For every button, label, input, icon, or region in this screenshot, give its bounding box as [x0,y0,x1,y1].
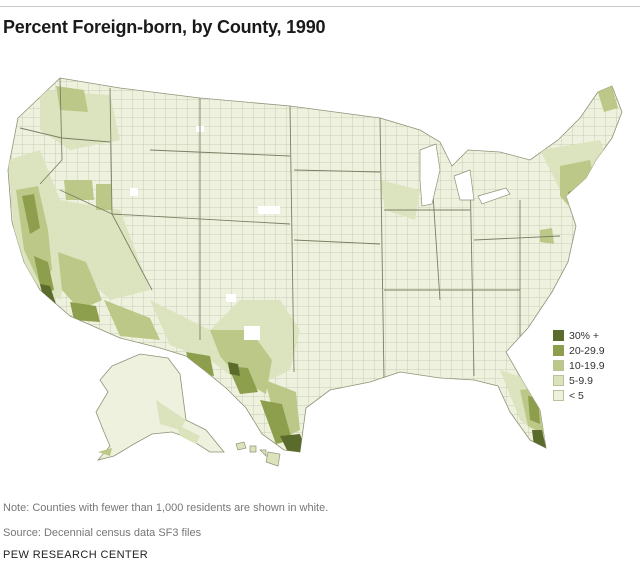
organization-credit: PEW RESEARCH CENTER [3,549,149,561]
source-line: Source: Decennial census data SF3 files [3,527,202,539]
legend-item: 5-9.9 [553,373,605,388]
legend-label: < 5 [569,389,584,402]
hawaii-shape [235,441,281,467]
legend-item: 20-29.9 [553,343,605,358]
legend-item: < 5 [553,388,605,403]
legend-label: 20-29.9 [569,344,605,357]
legend-swatch-under-5 [553,390,564,401]
us-county-map [7,77,623,467]
legend-swatch-5-9 [553,375,564,386]
footnote: Note: Counties with fewer than 1,000 res… [3,502,329,514]
county-shading [8,78,622,452]
legend-label: 10-19.9 [569,359,605,372]
legend-item: 30% + [553,328,605,343]
legend-label: 5-9.9 [569,374,593,387]
legend-item: 10-19.9 [553,358,605,373]
legend-swatch-30-plus [553,330,564,341]
legend-swatch-10-19 [553,360,564,371]
legend: 30% + 20-29.9 10-19.9 5-9.9 < 5 [553,328,605,403]
top-rule [0,6,640,7]
chart-title: Percent Foreign-born, by County, 1990 [3,17,326,37]
legend-label: 30% + [569,329,600,342]
legend-swatch-20-29 [553,345,564,356]
